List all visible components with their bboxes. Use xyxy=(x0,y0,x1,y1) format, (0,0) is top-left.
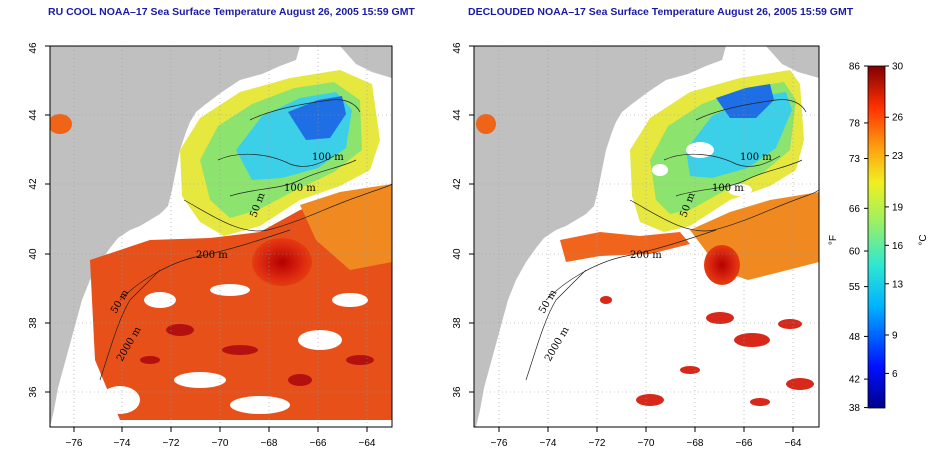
right-contour-label-2: 100 m xyxy=(712,183,744,194)
left-lat-tick-labels: 36 38 40 42 44 46 xyxy=(28,42,39,398)
left-lon-label: −72 xyxy=(163,438,180,449)
fahrenheit-tick-label: 78 xyxy=(849,118,861,129)
celsius-tick-label: 26 xyxy=(892,113,904,124)
fahrenheit-tick-label: 38 xyxy=(849,403,861,414)
right-warm-bay xyxy=(476,114,496,134)
left-bathymetry-contours xyxy=(99,99,392,381)
right-lon-label: −74 xyxy=(540,438,557,449)
temperature-colorbar: 86 78 73 66 60 55 48 42 38 30 26 23 19 16 13 9 6 °F °C xyxy=(828,62,929,415)
right-panel-title: DECLOUDED NOAA–17 Sea Surface Temperatur… xyxy=(468,6,854,18)
left-lat-label: 42 xyxy=(28,178,39,190)
right-tick-marks xyxy=(469,45,794,432)
right-warm-patches xyxy=(600,296,814,406)
right-warm-core-eddy xyxy=(704,245,740,285)
left-orange-slope xyxy=(300,184,392,270)
right-contour-label-1: 100 m xyxy=(740,152,772,163)
celsius-unit-label: °C xyxy=(918,234,929,245)
left-lat-label: 36 xyxy=(28,386,39,398)
fahrenheit-tick-label: 55 xyxy=(849,282,861,293)
right-lon-label: −72 xyxy=(589,438,606,449)
right-lon-label: −68 xyxy=(687,438,704,449)
left-tick-marks xyxy=(45,45,368,432)
right-land xyxy=(474,46,726,427)
left-grid xyxy=(50,46,392,427)
colorbar-gradient xyxy=(867,65,886,409)
left-contour-label-2: 100 m xyxy=(284,183,316,194)
celsius-tick-label: 30 xyxy=(892,62,904,73)
fahrenheit-tick-label: 42 xyxy=(849,375,861,386)
right-lat-label: 38 xyxy=(452,317,463,329)
left-contour-label-1: 100 m xyxy=(312,152,344,163)
left-warm-bay xyxy=(50,114,72,134)
right-lat-label: 36 xyxy=(452,386,463,398)
left-panel-title: RU COOL NOAA–17 Sea Surface Temperature … xyxy=(48,6,415,18)
celsius-tick-labels: 30 26 23 19 16 13 9 6 xyxy=(885,62,904,380)
left-lon-label: −76 xyxy=(66,438,83,449)
left-lon-tick-labels: −76 −74 −72 −70 −68 −66 −64 xyxy=(66,438,376,449)
left-lat-label: 46 xyxy=(28,42,39,54)
left-warm-water xyxy=(90,188,392,420)
right-shelf-warm-strip xyxy=(560,232,690,262)
right-bathymetry-contours xyxy=(525,99,819,381)
right-lon-label: −66 xyxy=(736,438,753,449)
celsius-tick-label: 13 xyxy=(892,279,904,290)
left-lon-label: −64 xyxy=(359,438,376,449)
celsius-tick-label: 9 xyxy=(892,330,898,341)
right-contour-label-4: 200 m xyxy=(630,250,662,261)
left-lat-label: 44 xyxy=(28,109,39,121)
right-lon-tick-labels: −76 −74 −72 −70 −68 −66 −64 xyxy=(491,438,802,449)
right-lon-label: −64 xyxy=(785,438,802,449)
fahrenheit-tick-label: 48 xyxy=(849,332,861,343)
right-lat-label: 40 xyxy=(452,248,463,260)
right-cloud-masks xyxy=(652,142,752,196)
right-grid xyxy=(474,46,819,427)
celsius-tick-label: 16 xyxy=(892,241,904,252)
right-land-northeast xyxy=(766,46,819,78)
celsius-tick-label: 6 xyxy=(892,369,898,380)
fahrenheit-tick-label: 66 xyxy=(849,204,861,215)
right-lat-tick-labels: 36 38 40 42 44 46 xyxy=(452,42,463,398)
left-lon-label: −74 xyxy=(114,438,131,449)
left-lon-label: −70 xyxy=(212,438,229,449)
fahrenheit-tick-label: 73 xyxy=(849,154,861,165)
left-lon-label: −68 xyxy=(261,438,278,449)
celsius-tick-label: 19 xyxy=(892,202,904,213)
right-lat-label: 42 xyxy=(452,178,463,190)
left-land xyxy=(50,46,300,427)
fahrenheit-tick-label: 86 xyxy=(849,62,861,73)
right-lat-label: 46 xyxy=(452,42,463,54)
left-cloud-patches xyxy=(100,284,368,414)
fahrenheit-tick-label: 60 xyxy=(849,247,861,258)
left-map: 100 m 100 m 50 m 200 m 50 m 2000 m −76 −… xyxy=(28,42,393,449)
fahrenheit-tick-labels: 86 78 73 66 60 55 48 42 38 xyxy=(849,62,868,414)
left-lon-label: −66 xyxy=(310,438,327,449)
left-gulf-of-maine-blue xyxy=(288,96,346,140)
left-contour-label-4: 200 m xyxy=(196,250,228,261)
celsius-tick-label: 23 xyxy=(892,151,904,162)
right-map: 100 m 100 m 50 m 200 m 50 m 2000 m −76 −… xyxy=(452,42,820,449)
right-lon-label: −76 xyxy=(491,438,508,449)
right-gulf-of-maine-cyan xyxy=(686,92,792,178)
left-lat-label: 38 xyxy=(28,317,39,329)
left-frame xyxy=(49,45,393,428)
right-lon-label: −70 xyxy=(638,438,655,449)
fahrenheit-unit-label: °F xyxy=(828,235,839,245)
left-lat-label: 40 xyxy=(28,248,39,260)
left-warm-core-eddy xyxy=(252,238,312,286)
right-lat-label: 44 xyxy=(452,109,463,121)
right-gulf-of-maine-blue xyxy=(716,84,774,118)
left-land-northeast xyxy=(340,46,392,78)
